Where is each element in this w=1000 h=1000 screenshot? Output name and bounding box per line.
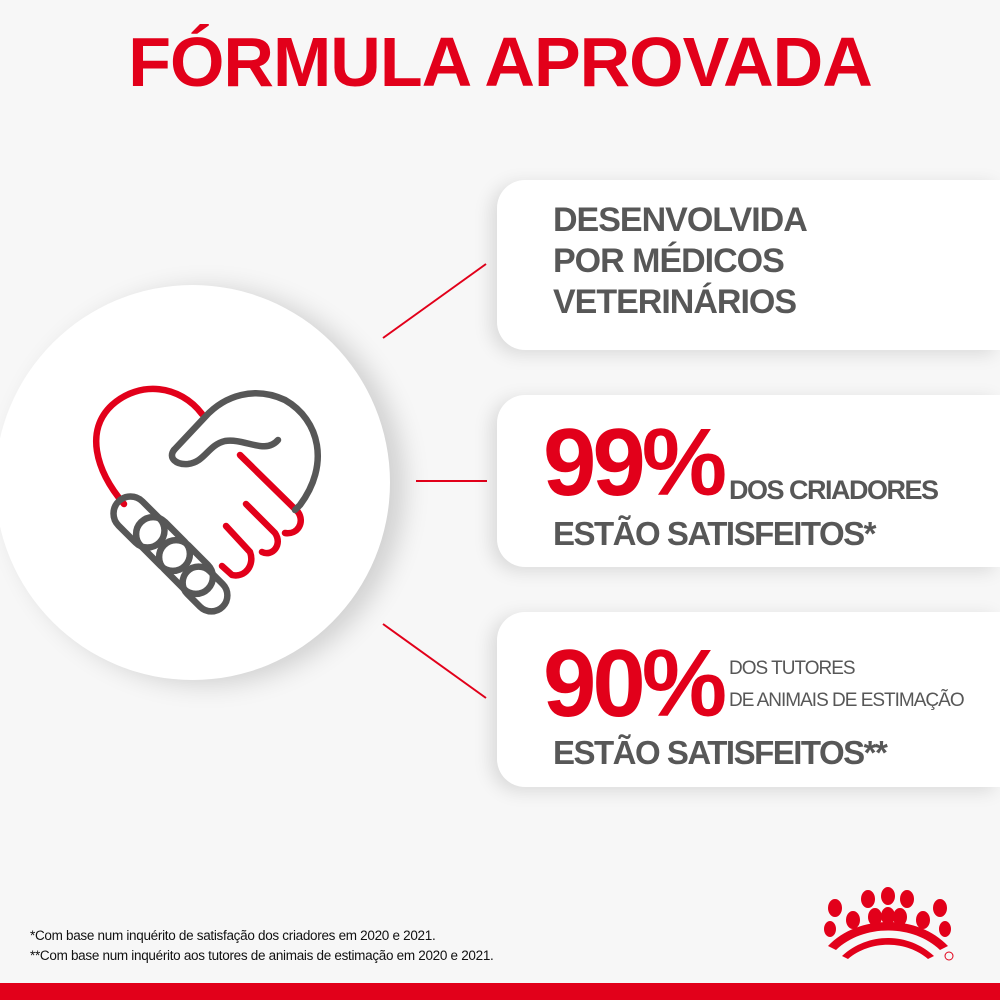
royal-canin-crown-logo — [824, 887, 954, 961]
card-text: DESENVOLVIDA POR MÉDICOS VETERINÁRIOS — [553, 200, 808, 323]
page-title: FÓRMULA APROVADA — [128, 23, 873, 101]
card-line: VETERINÁRIOS — [553, 283, 797, 321]
footnote-1: *Com base num inquérito de satisfação do… — [30, 928, 436, 943]
stat-label-2: DE ANIMAIS DE ESTIMAÇÃO — [729, 690, 965, 711]
card-line: POR MÉDICOS — [553, 242, 785, 280]
stat-99: 99% — [543, 409, 727, 516]
card-owners-satisfied: 90% DOS TUTORES DE ANIMAIS DE ESTIMAÇÃO … — [497, 612, 1000, 787]
handshake-heart-icon — [92, 385, 321, 615]
card-developed-by-vets: DESENVOLVIDA POR MÉDICOS VETERINÁRIOS — [497, 180, 1000, 350]
stat-90: 90% — [543, 630, 727, 737]
card-line: DESENVOLVIDA — [553, 201, 808, 239]
icon-circle — [0, 285, 390, 680]
stat-label: DOS CRIADORES — [729, 475, 939, 505]
footer-red-bar — [0, 983, 1000, 1000]
stat-line2: ESTÃO SATISFEITOS** — [553, 734, 888, 771]
stat-line2: ESTÃO SATISFEITOS* — [553, 515, 877, 552]
connector-line-3 — [382, 623, 487, 699]
connector-line-1 — [382, 263, 487, 339]
stat-label-1: DOS TUTORES — [729, 658, 856, 679]
footnote-2: **Com base num inquérito aos tutores de … — [30, 948, 494, 963]
card-breeders-satisfied: 99% DOS CRIADORES ESTÃO SATISFEITOS* — [497, 395, 1000, 567]
